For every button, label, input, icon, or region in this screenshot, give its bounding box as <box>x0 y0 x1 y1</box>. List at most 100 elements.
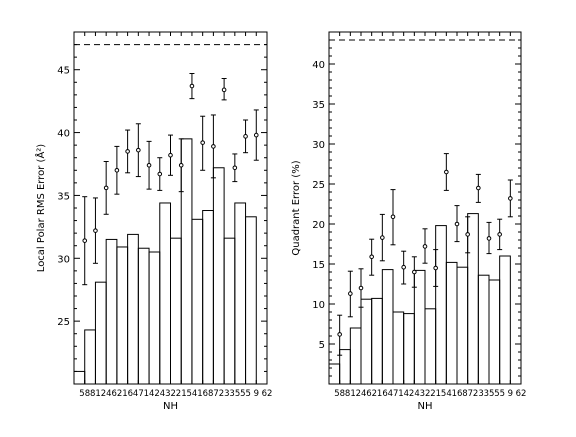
right-bar <box>392 311 405 385</box>
right-bar <box>371 297 383 385</box>
right-bar <box>477 274 490 385</box>
right-point <box>348 291 353 296</box>
right-point <box>401 264 406 270</box>
left-x-tick-label: 58 <box>79 389 90 399</box>
left-point <box>93 228 98 233</box>
left-y-tick-label: 40 <box>57 129 70 140</box>
right-x-tick-label: 62 <box>366 389 377 399</box>
left-y-axis-ticks: 25 30 35 40 45 <box>57 31 267 372</box>
right-point <box>337 332 342 337</box>
left-x-tick-label: 16 <box>197 389 208 399</box>
right-y-tick-label: 35 <box>312 100 325 111</box>
left-point <box>221 87 227 93</box>
right-bar <box>424 308 437 385</box>
left-point <box>211 144 216 149</box>
right-point <box>412 269 417 275</box>
right-bar <box>456 266 469 385</box>
left-bar <box>94 281 107 385</box>
right-bar <box>360 298 373 385</box>
left-bar <box>191 218 204 385</box>
right-y-tick-label: 40 <box>312 60 325 71</box>
right-point <box>508 196 513 201</box>
right-x-tick-label: 54 <box>441 389 452 399</box>
left-x-axis-label: NH <box>163 401 178 412</box>
right-x-tick-label: 35 <box>484 389 495 399</box>
left-x-tick-label: 24 <box>101 389 112 399</box>
left-bar <box>212 167 225 385</box>
right-point <box>422 244 428 249</box>
left-bar <box>159 202 171 385</box>
left-y-tick-label: 30 <box>57 254 70 265</box>
left-y-tick-label: 45 <box>57 66 70 77</box>
right-bar <box>445 261 458 385</box>
right-y-axis-ticks: 5 10 15 20 25 30 35 40 <box>312 31 521 377</box>
left-bar <box>105 238 118 385</box>
right-x-tick-label: 16 <box>377 389 388 399</box>
left-x-tick-label: 55 <box>240 389 251 399</box>
left-bar <box>245 216 257 385</box>
left-x-axis-ticks: 58 81 24 62 16 47 14 24 32 21 54 16 87 23 35 55 9 62 <box>79 32 272 399</box>
right-x-tick-label: 14 <box>398 389 409 399</box>
right-y-tick-label: 25 <box>312 180 325 191</box>
left-bar <box>116 246 129 385</box>
left-bar <box>137 247 150 385</box>
left-point <box>253 132 259 138</box>
right-x-tick-label: 58 <box>334 389 345 399</box>
right-bar <box>488 279 501 385</box>
right-x-tick-label: 16 <box>452 389 463 399</box>
left-point <box>146 162 152 168</box>
left-point <box>168 152 173 158</box>
right-x-tick-label: 32 <box>420 389 431 399</box>
left-point <box>189 83 195 89</box>
right-point <box>476 185 481 191</box>
right-bars <box>328 213 511 385</box>
right-point <box>497 232 502 237</box>
left-x-tick-label: 87 <box>208 389 219 399</box>
left-x-tick-label: 62 <box>262 389 273 399</box>
left-point <box>125 149 130 154</box>
right-x-tick-label: 23 <box>473 389 484 399</box>
right-error-points <box>337 153 513 356</box>
left-x-tick-label: 35 <box>229 389 240 399</box>
right-bar <box>328 363 341 385</box>
right-x-tick-label: 87 <box>462 389 473 399</box>
right-y-tick-label: 5 <box>319 340 325 351</box>
right-y-tick-label: 15 <box>312 260 325 271</box>
right-bar <box>381 269 394 385</box>
left-bar <box>180 138 193 385</box>
right-bar <box>349 327 362 385</box>
left-bar <box>202 210 214 385</box>
right-x-tick-label: 47 <box>388 389 399 399</box>
right-bar <box>403 313 415 385</box>
left-point <box>82 238 88 243</box>
left-x-tick-label: 9 <box>254 389 259 399</box>
left-x-tick-label: 54 <box>187 389 198 399</box>
right-x-axis-ticks: 58 81 24 62 16 47 14 24 32 21 54 16 87 23 35 55 9 62 <box>334 32 526 399</box>
right-point <box>433 265 438 271</box>
left-point <box>114 167 120 173</box>
left-point <box>232 165 238 171</box>
left-x-tick-label: 16 <box>122 389 133 399</box>
left-bar <box>127 233 139 385</box>
right-bar <box>499 255 511 385</box>
left-point <box>243 134 248 139</box>
right-y-tick-label: 10 <box>312 300 325 311</box>
right-x-tick-label: 62 <box>516 389 527 399</box>
right-x-tick-label: 24 <box>409 389 420 399</box>
right-x-tick-label: 21 <box>430 389 441 399</box>
left-point <box>157 171 163 177</box>
left-y-tick-label: 25 <box>57 317 70 328</box>
left-x-tick-label: 23 <box>219 389 230 399</box>
left-x-tick-label: 14 <box>144 389 155 399</box>
left-point <box>136 147 141 153</box>
left-y-tick-label: 35 <box>57 191 70 202</box>
right-point <box>444 169 449 175</box>
right-point <box>358 285 364 291</box>
right-point <box>454 221 460 227</box>
left-y-axis-label: Local Polar RMS Error (Å²) <box>34 144 47 272</box>
left-bars <box>73 138 257 385</box>
right-point <box>390 214 396 220</box>
left-x-tick-label: 47 <box>133 389 144 399</box>
